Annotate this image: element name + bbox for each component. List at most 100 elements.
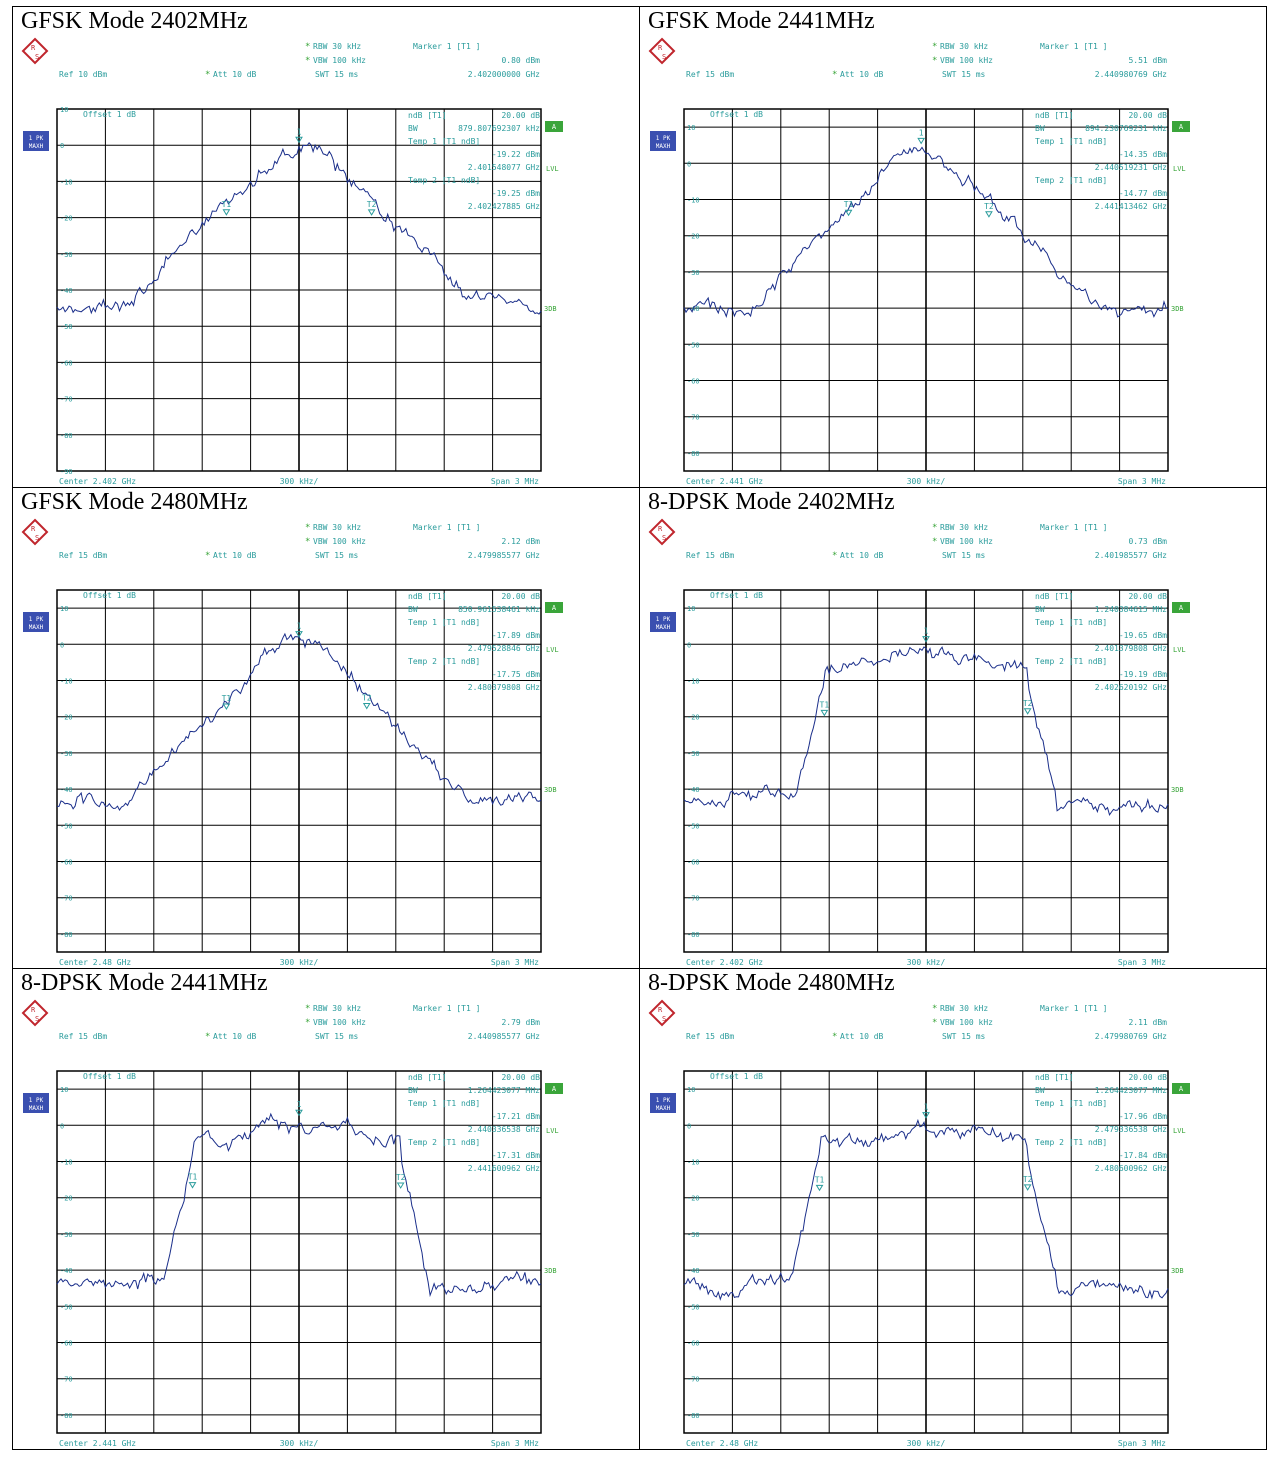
per-div-readout: 300 kHz/ <box>280 1439 319 1448</box>
rs-logo-icon: RS <box>21 37 49 65</box>
ref-level: Ref 15 dBm <box>59 551 107 560</box>
ndb-label: ndB [T1] <box>408 111 447 120</box>
y-tick-label: 10 <box>687 605 695 613</box>
y-tick-label: -50 <box>687 822 700 830</box>
y-tick-label: -20 <box>60 215 73 223</box>
att-star: * <box>832 70 837 80</box>
badge-line1: 1 PK <box>656 616 671 623</box>
rs-logo-s: S <box>35 1015 39 1023</box>
ndb-value: 20.00 dB <box>1128 111 1167 120</box>
trace-badge <box>650 131 676 151</box>
spectrum-trace <box>683 146 1169 318</box>
a-flag <box>545 121 563 132</box>
vbw-readout: VBW 100 kHz <box>940 537 993 546</box>
panel-title: 8-DPSK Mode 2480MHz <box>648 970 895 996</box>
rs-logo-icon: RS <box>648 518 676 546</box>
y-tick-label: -30 <box>687 750 700 758</box>
bw-value: 879.807692307 kHz <box>458 124 540 133</box>
y-tick-label: 10 <box>60 1086 68 1094</box>
panel-title: GFSK Mode 2480MHz <box>21 489 248 515</box>
rbw-readout: RBW 30 kHz <box>313 523 361 532</box>
att-readout: Att 10 dB <box>840 551 884 560</box>
temp2-label: Temp 2 [T1 ndB] <box>408 657 480 666</box>
marker-1-label: 1 <box>919 128 924 137</box>
rs-logo-s: S <box>662 534 666 542</box>
cell-1: GFSK Mode 2441MHz R S * RBW 30 kHz * VBW 100 k… <box>639 6 1267 488</box>
ndb-value: 20.00 dB <box>1128 592 1167 601</box>
ndb-value: 20.00 dB <box>501 1073 540 1082</box>
offset-readout: Offset 1 dB <box>83 1072 136 1081</box>
marker-t1-symbol <box>222 209 231 216</box>
y-tick-label: -30 <box>60 750 73 758</box>
a-flag-label: A <box>552 1085 557 1093</box>
a-flag-label: A <box>1179 604 1184 612</box>
spectrum-trace <box>56 1112 542 1298</box>
bw-label: BW <box>408 124 418 133</box>
att-star: * <box>205 70 210 80</box>
marker-t2-label: T2 <box>1023 699 1033 708</box>
ndb-value: 20.00 dB <box>501 592 540 601</box>
panel-title: 8-DPSK Mode 2441MHz <box>21 970 268 996</box>
vbw-readout: VBW 100 kHz <box>940 56 993 65</box>
trace-badge <box>650 1093 676 1113</box>
att-readout: Att 10 dB <box>840 70 884 79</box>
y-tick-label: -30 <box>687 269 700 277</box>
lvl-flag: LVL <box>1173 1127 1186 1135</box>
rbw-star: * <box>932 42 937 52</box>
db3-flag: 3DB <box>1171 305 1184 313</box>
marker-t2-label: T2 <box>984 202 994 211</box>
marker-label: Marker 1 [T1 ] <box>413 42 480 51</box>
marker-label: Marker 1 [T1 ] <box>1040 42 1107 51</box>
span-readout: Span 3 MHz <box>491 958 539 967</box>
bw-value: 1.264423077 MHz <box>468 1086 540 1095</box>
marker-t1-label: T1 <box>815 1175 825 1184</box>
badge-line1: 1 PK <box>656 135 671 142</box>
att-readout: Att 10 dB <box>213 70 257 79</box>
y-tick-label: -40 <box>60 287 73 295</box>
marker-freq: 2.402000000 GHz <box>468 70 540 79</box>
marker-1-symbol <box>917 137 926 145</box>
att-star: * <box>832 1032 837 1042</box>
badge-line1: 1 PK <box>656 1097 671 1104</box>
cell-3: 8-DPSK Mode 2402MHz R S * RBW 30 kHz * VBW 100… <box>639 487 1267 969</box>
y-tick-label: -30 <box>687 1231 700 1239</box>
span-readout: Span 3 MHz <box>491 1439 539 1448</box>
temp1-label: Temp 1 [T1 ndB] <box>408 618 480 627</box>
a-flag-label: A <box>552 604 557 612</box>
marker-freq: 2.479985577 GHz <box>468 551 540 560</box>
spectrum-trace <box>56 142 542 315</box>
y-tick-label: -10 <box>60 178 73 186</box>
swt-readout: SWT 15 ms <box>942 551 986 560</box>
ndb-value: 20.00 dB <box>501 111 540 120</box>
y-tick-label: -60 <box>687 378 700 386</box>
a-flag-label: A <box>1179 1085 1184 1093</box>
per-div-readout: 300 kHz/ <box>280 477 319 486</box>
y-tick-label: -40 <box>60 1267 73 1275</box>
rs-logo-r: R <box>31 1006 36 1014</box>
marker-t1-symbol <box>222 703 231 711</box>
y-tick-label: -20 <box>60 714 73 722</box>
y-tick-label: -70 <box>60 396 73 404</box>
trace-badge <box>23 131 49 151</box>
vbw-star: * <box>305 537 310 547</box>
badge-line1: 1 PK <box>29 1097 44 1104</box>
vbw-star: * <box>305 56 310 66</box>
rs-logo-diamond <box>648 518 676 546</box>
temp2-label: Temp 2 [T1 ndB] <box>1035 176 1107 185</box>
temp1-label: Temp 1 [T1 ndB] <box>1035 137 1107 146</box>
marker-1-symbol <box>295 136 303 144</box>
marker-1-symbol <box>295 631 303 638</box>
a-flag-label: A <box>552 123 557 131</box>
marker-t1-label: T1 <box>188 1173 198 1182</box>
t2-freq: 2.402427885 GHz <box>468 202 540 211</box>
center-readout: Center 2.48 GHz <box>59 958 131 967</box>
marker-t1-symbol <box>820 709 829 717</box>
y-tick-label: -70 <box>687 895 700 903</box>
y-tick-label: 0 <box>687 1122 691 1130</box>
rbw-readout: RBW 30 kHz <box>940 1004 988 1013</box>
y-tick-label: 0 <box>60 641 64 649</box>
marker-1-symbol <box>922 636 930 643</box>
